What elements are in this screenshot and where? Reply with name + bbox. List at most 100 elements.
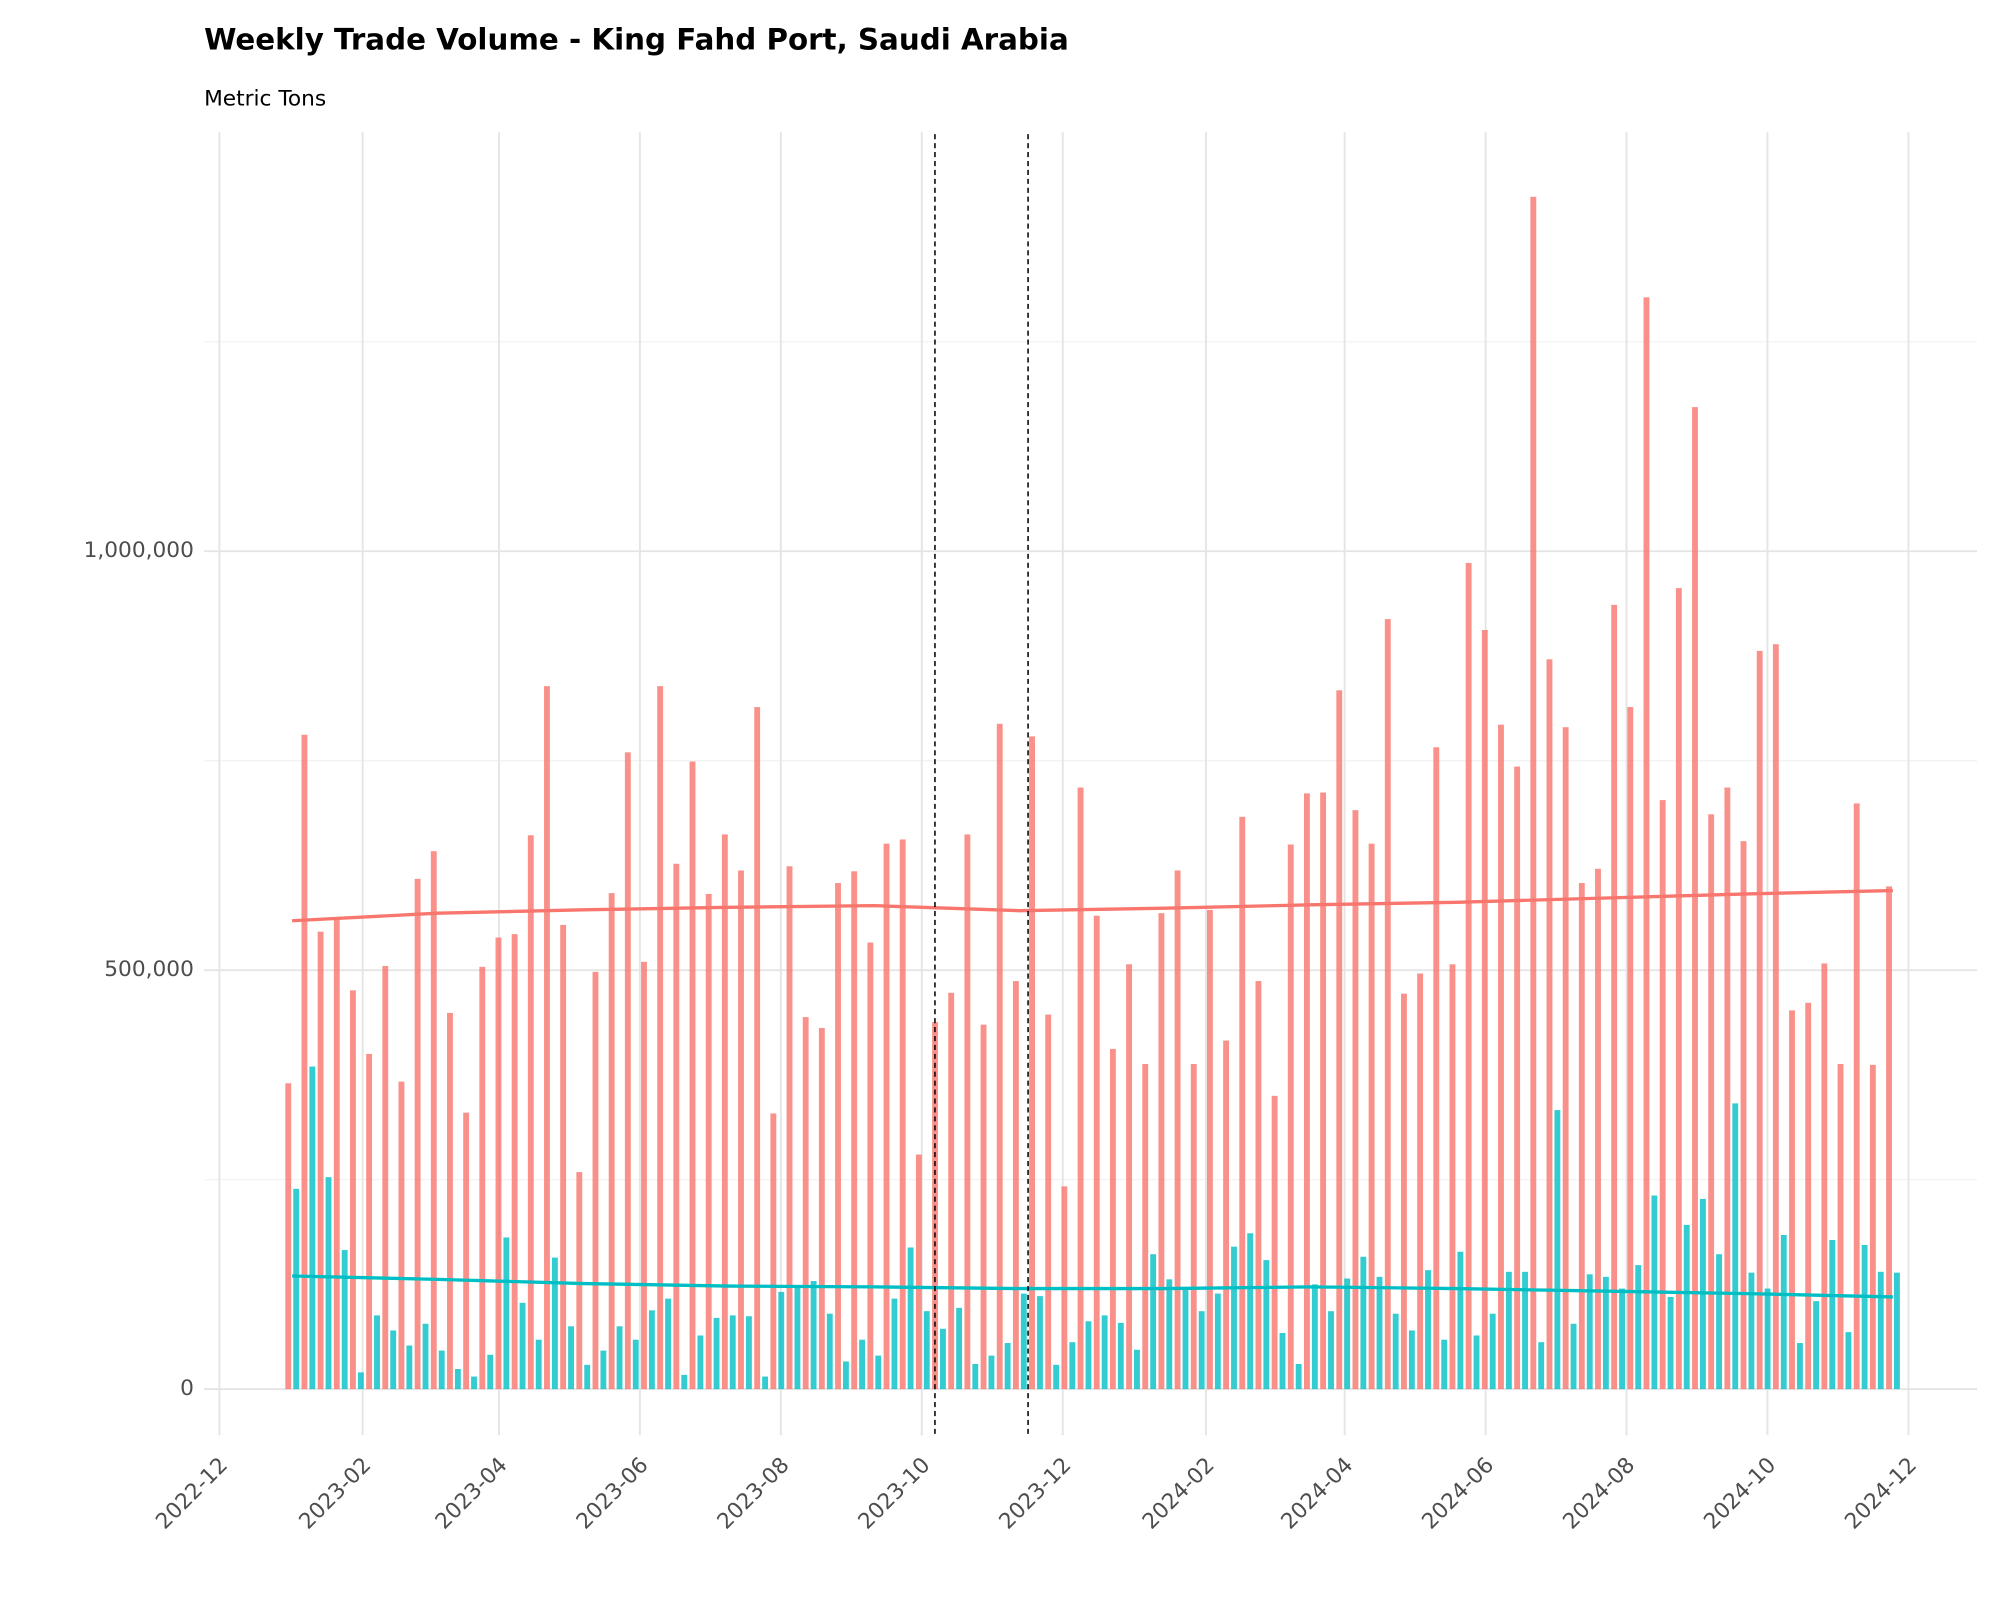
bar <box>1538 1342 1545 1390</box>
bar <box>293 1188 300 1390</box>
bar <box>1198 1311 1205 1390</box>
bar <box>1829 1239 1836 1390</box>
bar <box>471 1376 477 1390</box>
bar <box>1659 800 1666 1390</box>
bar <box>1813 1301 1820 1390</box>
bar <box>1166 1279 1173 1390</box>
bar <box>1328 1311 1334 1390</box>
bar <box>495 937 502 1390</box>
bar <box>826 1313 833 1390</box>
bar <box>1894 1272 1900 1390</box>
x-tick-label: 2023-08 <box>713 1453 795 1535</box>
bar <box>770 1113 777 1390</box>
bar <box>665 1298 672 1390</box>
bar <box>1780 1234 1787 1390</box>
bar <box>1627 707 1634 1390</box>
bar <box>414 878 421 1390</box>
bar <box>1498 724 1504 1390</box>
bar <box>479 966 486 1390</box>
bar <box>1408 1330 1415 1390</box>
bar <box>1004 1343 1011 1390</box>
bar <box>1716 1254 1723 1390</box>
bar <box>1821 963 1828 1390</box>
bar <box>447 1012 453 1390</box>
bar <box>810 1281 817 1390</box>
bar <box>600 1350 607 1390</box>
bar <box>1886 886 1892 1390</box>
bar <box>454 1369 461 1390</box>
bar <box>1029 736 1035 1390</box>
bar <box>859 1339 866 1390</box>
x-tick-label: 2024-02 <box>1138 1453 1220 1535</box>
bar <box>940 1328 946 1390</box>
bar <box>964 834 971 1390</box>
bar <box>1344 1278 1351 1390</box>
bar <box>1861 1245 1868 1390</box>
bar <box>786 866 793 1390</box>
bar <box>1796 1343 1803 1390</box>
bar <box>1368 843 1375 1390</box>
bar <box>1255 981 1262 1390</box>
bar <box>1546 659 1553 1390</box>
bar <box>689 761 696 1390</box>
bar <box>1602 1276 1609 1390</box>
bar <box>1206 909 1213 1390</box>
bar <box>1239 816 1246 1390</box>
bar <box>1554 1110 1561 1390</box>
bar <box>1635 1265 1642 1390</box>
bar <box>341 1250 348 1390</box>
bar <box>1392 1313 1399 1390</box>
bar <box>1069 1342 1076 1390</box>
bar <box>350 990 356 1390</box>
bar <box>535 1339 542 1390</box>
bar <box>1683 1224 1690 1390</box>
bar <box>1853 803 1860 1390</box>
bar <box>1789 1010 1795 1390</box>
bar <box>568 1326 574 1390</box>
bar <box>1522 1271 1528 1390</box>
bar <box>1724 787 1731 1390</box>
bar <box>1675 588 1682 1390</box>
bar <box>697 1335 704 1390</box>
x-tick-label: 2024-12 <box>1840 1453 1922 1535</box>
bar <box>511 934 518 1390</box>
bar <box>632 1339 639 1390</box>
bar <box>1174 870 1181 1390</box>
bar <box>1748 1272 1755 1390</box>
bar <box>390 1330 397 1390</box>
bar <box>317 931 324 1390</box>
bar <box>1837 1064 1844 1390</box>
bar <box>1190 1064 1197 1390</box>
bar <box>1020 1293 1027 1390</box>
bar <box>818 1027 825 1390</box>
bar <box>794 1286 801 1390</box>
bar <box>1231 1246 1237 1390</box>
bar <box>1489 1313 1496 1390</box>
bar <box>915 1154 922 1390</box>
bar <box>1562 727 1569 1390</box>
bar <box>1247 1233 1254 1390</box>
bar <box>802 1017 809 1390</box>
bar <box>948 992 955 1390</box>
bar <box>608 893 615 1390</box>
bar <box>1311 1284 1318 1390</box>
bar <box>616 1326 623 1390</box>
bar <box>576 1172 583 1390</box>
bar <box>1336 690 1343 1390</box>
bar <box>1134 1349 1140 1390</box>
bar <box>374 1315 380 1390</box>
x-tick-label: 2023-12 <box>995 1453 1077 1535</box>
bar <box>972 1363 979 1390</box>
bar <box>988 1355 995 1390</box>
x-tick-label: 2024-06 <box>1417 1453 1499 1535</box>
chart-title: Weekly Trade Volume - King Fahd Port, Sa… <box>204 23 1069 57</box>
bar <box>1772 644 1779 1390</box>
bar <box>592 971 599 1390</box>
bar <box>907 1247 914 1390</box>
bar <box>648 1310 655 1390</box>
bar <box>438 1350 445 1390</box>
bar <box>778 1291 785 1390</box>
bar <box>1053 1364 1060 1390</box>
bar <box>519 1302 526 1390</box>
bar <box>1271 1095 1278 1390</box>
